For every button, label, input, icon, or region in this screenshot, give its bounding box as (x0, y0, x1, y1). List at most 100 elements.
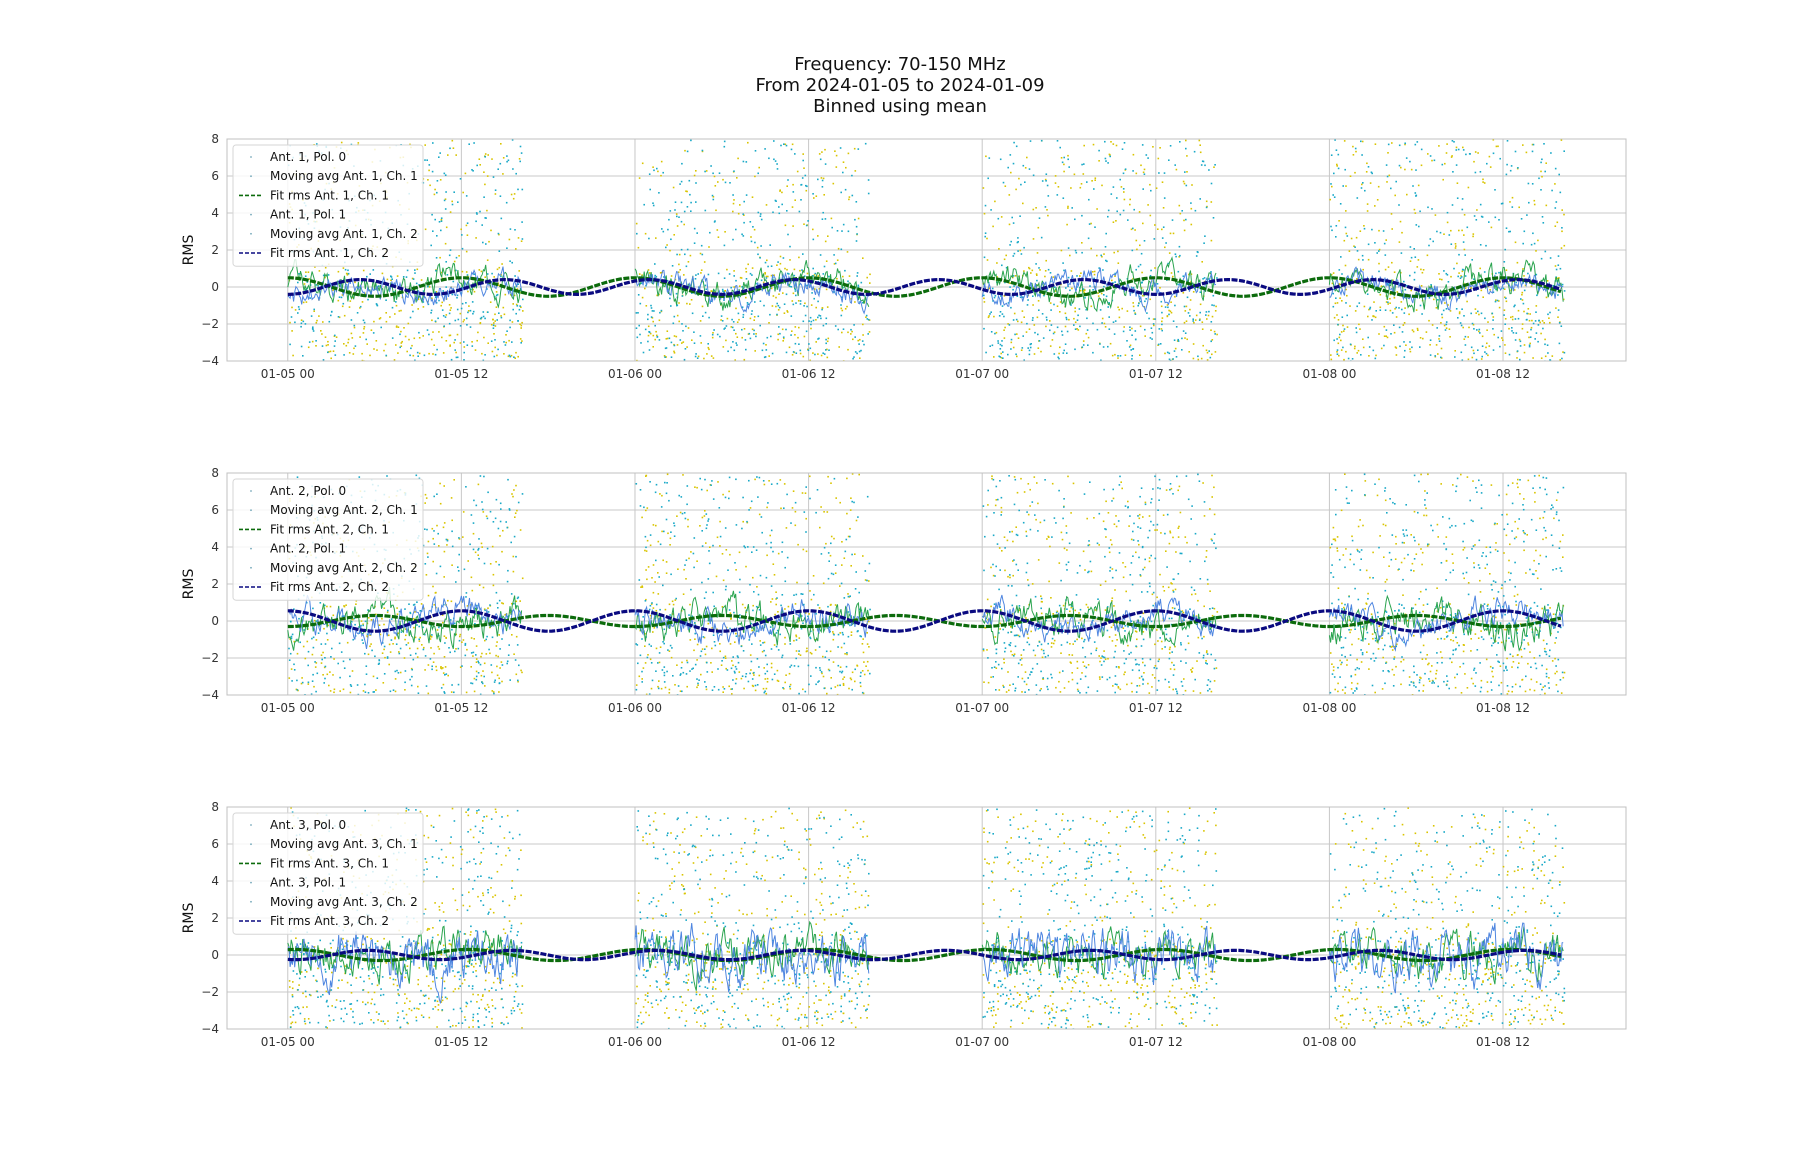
scatter-point (1002, 181, 1005, 184)
scatter-point (1095, 647, 1098, 650)
scatter-point (1429, 339, 1432, 341)
scatter-point (473, 142, 475, 144)
scatter-point (1209, 508, 1211, 510)
scatter-point (1050, 309, 1052, 311)
scatter-point (458, 255, 460, 257)
scatter-point (765, 687, 768, 690)
scatter-point (316, 143, 318, 145)
scatter-point (785, 674, 787, 676)
scatter-point (770, 666, 773, 669)
scatter-point (1456, 642, 1459, 644)
scatter-point (1386, 181, 1388, 183)
scatter-point (1115, 220, 1117, 222)
scatter-point (786, 272, 789, 275)
scatter-point (1337, 682, 1339, 685)
scatter-point (1128, 346, 1131, 348)
scatter-point (676, 344, 679, 346)
scatter-point (1200, 164, 1203, 166)
scatter-point (1436, 299, 1439, 301)
scatter-point (778, 212, 781, 215)
scatter-point (868, 646, 870, 648)
scatter-point (445, 636, 447, 639)
scatter-point (841, 541, 843, 543)
scatter-point (1148, 557, 1151, 559)
scatter-point (491, 272, 493, 275)
scatter-point (810, 320, 813, 323)
scatter-point (794, 524, 797, 527)
scatter-point (820, 177, 823, 179)
scatter-point (708, 348, 710, 351)
scatter-point (325, 344, 328, 347)
scatter-point (1030, 343, 1032, 345)
scatter-point (330, 314, 332, 317)
scatter-point (827, 235, 829, 237)
scatter-point (1349, 305, 1351, 307)
scatter-point (455, 648, 457, 650)
scatter-point (810, 598, 813, 601)
scatter-point (437, 317, 439, 320)
scatter-point (1124, 671, 1126, 673)
scatter-point (1191, 671, 1193, 673)
scatter-point (461, 247, 464, 250)
scatter-point (1528, 201, 1530, 204)
scatter-point (486, 259, 489, 261)
scatter-point (699, 320, 702, 322)
scatter-point (756, 586, 758, 588)
scatter-point (1459, 666, 1461, 668)
scatter-point (652, 607, 655, 609)
scatter-point (719, 335, 721, 338)
scatter-point (314, 666, 317, 668)
scatter-point (994, 332, 996, 335)
scatter-point (1010, 348, 1012, 350)
scatter-point (788, 273, 790, 275)
scatter-point (986, 237, 988, 240)
scatter-point (1492, 152, 1495, 155)
scatter-point (1356, 197, 1359, 199)
scatter-point (456, 356, 459, 359)
scatter-point (1362, 338, 1364, 340)
scatter-point (1192, 357, 1195, 360)
scatter-point (652, 202, 654, 204)
scatter-point (312, 326, 314, 328)
scatter-point (1142, 188, 1144, 190)
scatter-point (1444, 302, 1446, 304)
scatter-point (1123, 673, 1125, 676)
scatter-point (1528, 345, 1531, 348)
scatter-point (1045, 173, 1048, 175)
scatter-point (324, 266, 327, 269)
scatter-point (693, 649, 695, 652)
scatter-point (1449, 603, 1451, 605)
scatter-point (337, 316, 340, 318)
scatter-point (1032, 238, 1035, 240)
scatter-point (1092, 351, 1094, 354)
scatter-point (1480, 679, 1483, 682)
scatter-point (1149, 275, 1152, 277)
scatter-point (1351, 682, 1353, 684)
scatter-point (1122, 172, 1125, 175)
scatter-point (674, 201, 677, 203)
scatter-point (1441, 278, 1443, 281)
scatter-point (745, 278, 748, 280)
scatter-point (1484, 317, 1486, 320)
scatter-point (983, 681, 985, 683)
scatter-point (1419, 676, 1421, 679)
scatter-point (436, 191, 438, 194)
scatter-point (1036, 316, 1039, 319)
scatter-point (1378, 262, 1380, 265)
scatter-point (1479, 171, 1482, 173)
scatter-point (431, 213, 433, 216)
scatter-point (1455, 164, 1458, 166)
scatter-point (817, 316, 819, 319)
scatter-point (1029, 346, 1032, 349)
scatter-point (638, 273, 641, 275)
scatter-point (1540, 189, 1542, 191)
scatter-point (311, 653, 314, 656)
scatter-point (496, 665, 498, 668)
scatter-point (1148, 560, 1151, 563)
scatter-point (783, 687, 785, 690)
scatter-point (424, 502, 426, 504)
scatter-point (1056, 194, 1059, 196)
scatter-point (384, 656, 386, 659)
scatter-point (1052, 332, 1055, 335)
scatter-point (323, 666, 326, 669)
